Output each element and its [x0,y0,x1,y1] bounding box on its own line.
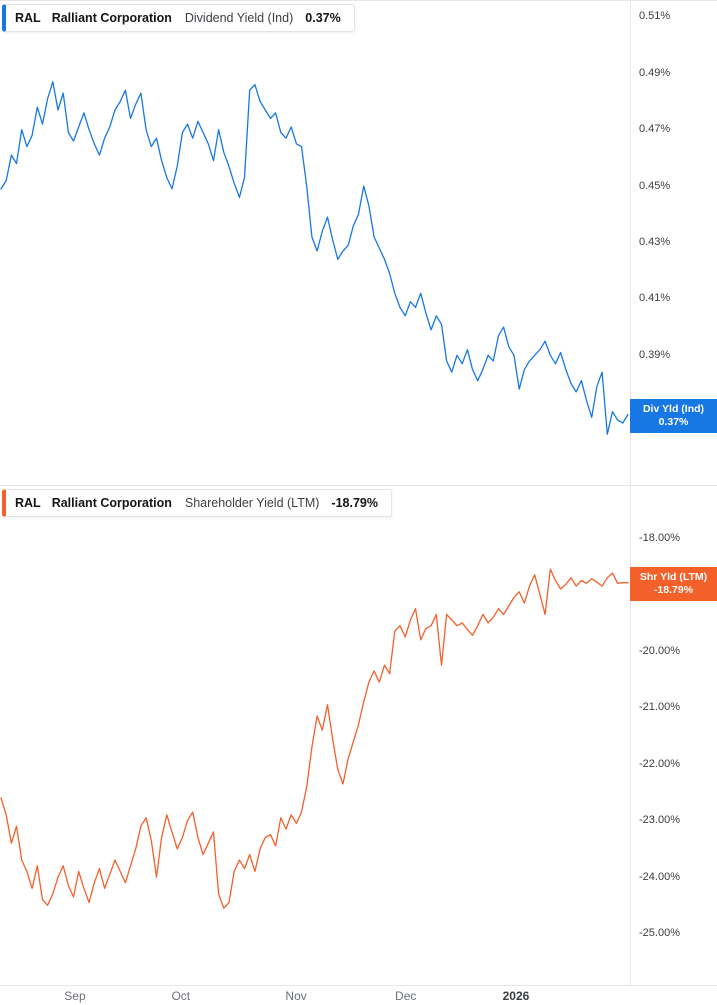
pane-divider [0,485,717,486]
y-axis-tick: 0.43% [639,236,671,248]
y-axis-tick: 0.51% [639,10,671,23]
y-axis-column[interactable]: 0.51% 0.49% 0.47% 0.45% 0.43% 0.41% 0.39% -18.0… [630,0,717,985]
line-series [0,81,629,435]
y-axis-tick: -22.00% [639,757,680,770]
y-axis-tick: 0.47% [639,123,671,136]
y-axis-tick: 0.49% [639,66,671,79]
y-axis-tick: 0.45% [639,179,671,192]
y-axis-tick: 0.39% [639,348,671,361]
y-axis-tick: -20.00% [639,644,680,657]
dividend-yield-line-chart[interactable] [0,0,630,485]
x-axis-label: Nov [285,989,307,1003]
x-axis-divider [0,985,717,986]
ticker-label: RAL [15,11,41,25]
legend-dividend-yield[interactable]: RAL Ralliant Corporation Dividend Yield … [2,4,355,32]
ticker-label: RAL [15,496,41,510]
y-axis-tick: 0.41% [639,292,671,305]
last-value-badge-dividend-yield: Div Yld (Ind) 0.37% [630,398,717,433]
badge-value: 0.37% [658,415,689,428]
y-axis-tick: -24.00% [639,870,680,883]
series-name: Shareholder Yield (LTM) [184,496,320,510]
company-name: Ralliant Corporation [51,11,172,25]
x-axis-label: Oct [171,989,191,1003]
x-axis-label: 2026 [502,989,530,1003]
line-series [0,568,629,909]
series-name: Dividend Yield (Ind) [184,11,294,25]
shareholder-yield-line-chart[interactable] [0,485,630,985]
y-axis-tick: -18.00% [639,531,680,544]
y-axis-tick: -21.00% [639,701,680,714]
legend-shareholder-yield[interactable]: RAL Ralliant Corporation Shareholder Yie… [2,489,392,517]
price-chart-pane-shareholder-yield[interactable]: RAL Ralliant Corporation Shareholder Yie… [0,485,630,985]
x-axis-label: Sep [64,989,86,1003]
price-chart-pane-dividend-yield[interactable]: RAL Ralliant Corporation Dividend Yield … [0,0,630,485]
badge-value: -18.79% [653,583,694,596]
series-value: -18.79% [331,496,378,510]
badge-series-label: Div Yld (Ind) [642,402,705,415]
last-value-badge-shareholder-yield: Shr Yld (LTM) -18.79% [630,566,717,601]
top-border [0,0,717,1]
series-value: 0.37% [305,11,341,25]
badge-series-label: Shr Yld (LTM) [639,570,708,583]
x-axis[interactable]: Sep Oct Nov Dec 2026 [0,986,630,1005]
y-axis-tick: -25.00% [639,927,680,940]
x-axis-label: Dec [395,989,417,1003]
y-axis-tick: -23.00% [639,814,680,827]
company-name: Ralliant Corporation [51,496,172,510]
